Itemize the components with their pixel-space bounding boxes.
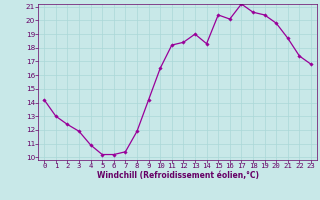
X-axis label: Windchill (Refroidissement éolien,°C): Windchill (Refroidissement éolien,°C) bbox=[97, 171, 259, 180]
